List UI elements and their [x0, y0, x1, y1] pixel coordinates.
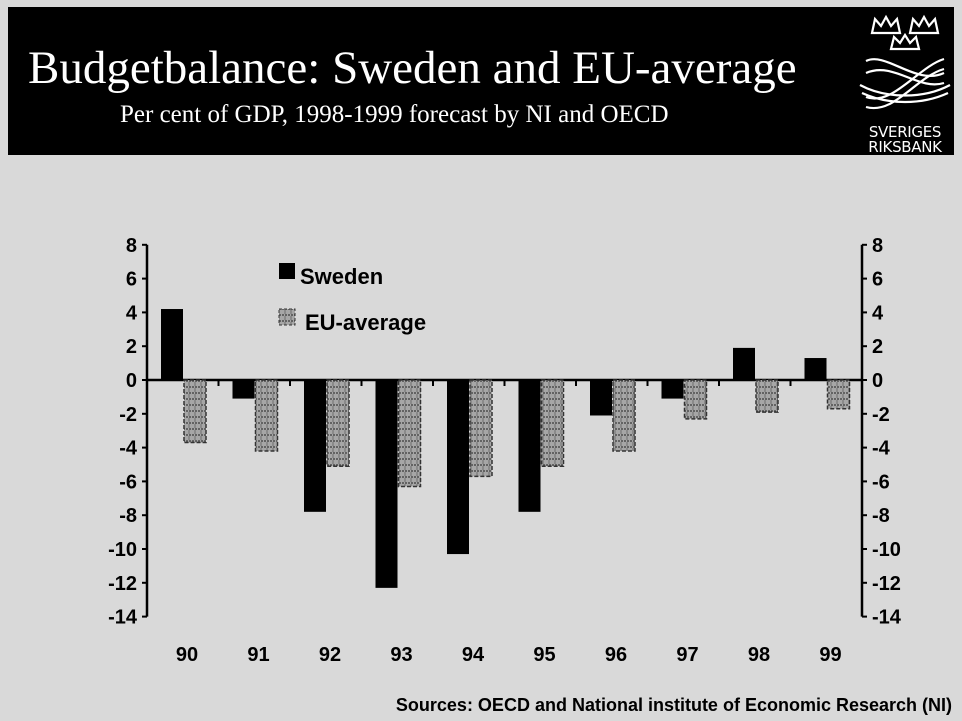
bar-eu-average-92	[326, 379, 350, 467]
bar-sweden-98	[733, 347, 755, 380]
y-tick-label-left: -2	[119, 404, 137, 426]
bar-eu-average-90	[183, 379, 207, 444]
y-tick-label-right: 6	[872, 269, 883, 291]
bar-sweden-99	[804, 358, 827, 380]
y-tick-label-left: -12	[108, 573, 137, 595]
chart-subtitle: Per cent of GDP, 1998-1999 forecast by N…	[120, 101, 669, 128]
x-tick-label: 96	[605, 644, 627, 666]
bar-sweden-95	[518, 380, 541, 512]
y-tick-label-right: -12	[872, 573, 901, 595]
chart-labels: 8 8 6 6 4 4 2 2 0 0 -2 -2 -4 -4 -6 -6 -8 -8 -10 -10 -12 -12 -1…	[108, 235, 902, 666]
bar-eu-average-93	[397, 379, 422, 488]
y-tick-label-right: 8	[872, 235, 883, 257]
bar-eu-average-98	[755, 379, 779, 413]
y-tick-label-left: 6	[126, 269, 137, 291]
legend-swatch-sweden	[279, 263, 295, 279]
y-tick-label-right: -4	[872, 438, 891, 460]
bar-eu-average-91	[254, 379, 279, 452]
x-tick-label: 99	[819, 644, 841, 666]
x-tick-label: 98	[748, 644, 770, 666]
bar-sweden-94	[447, 380, 469, 555]
y-tick-label-left: 4	[126, 302, 138, 324]
bar-sweden-97	[661, 380, 684, 399]
bar-eu-average-97	[683, 379, 708, 420]
source-note: Sources: OECD and National institute of …	[395, 695, 952, 715]
y-tick-label-left: 8	[126, 235, 137, 257]
header-banner: Budgetbalance: Sweden and EU-average Per…	[8, 7, 954, 155]
bar-eu-average-95	[540, 379, 565, 467]
chart-title: Budgetbalance: Sweden and EU-average	[28, 42, 797, 94]
y-tick-label-right: 4	[872, 302, 884, 324]
x-tick-label: 92	[319, 644, 341, 666]
legend-swatch-eu-average	[278, 308, 296, 326]
x-tick-label: 94	[462, 644, 485, 666]
y-tick-label-right: -2	[872, 404, 890, 426]
y-tick-label-left: -6	[119, 471, 137, 493]
legend-label-sweden: Sweden	[300, 264, 383, 289]
bar-eu-average-96	[612, 379, 636, 452]
bar-eu-average-99	[826, 379, 851, 410]
legend-label-eu-average: EU-average	[305, 310, 426, 335]
chart-legend: Sweden EU-average	[278, 263, 426, 335]
y-tick-label-left: -14	[108, 607, 138, 629]
y-tick-label-right: -8	[872, 505, 890, 527]
y-tick-label-left: -4	[119, 438, 138, 460]
x-tick-label: 97	[676, 644, 698, 666]
y-tick-label-right: -14	[872, 607, 902, 629]
x-tick-label: 91	[247, 644, 269, 666]
chart-bars	[161, 309, 851, 588]
logo-text-line1: SVERIGES	[868, 123, 942, 141]
riksbank-logo: SVERIGES RIKSBANK	[856, 11, 954, 155]
bar-sweden-92	[304, 380, 326, 512]
y-tick-label-left: 0	[126, 370, 137, 392]
logo-text-line2: RIKSBANK	[868, 138, 942, 156]
bar-sweden-93	[375, 380, 398, 588]
x-tick-label: 95	[533, 644, 555, 666]
bar-eu-average-94	[469, 379, 493, 478]
y-tick-label-left: -10	[108, 539, 137, 561]
x-tick-label: 90	[176, 644, 198, 666]
bar-sweden-91	[232, 380, 255, 399]
y-tick-label-right: -10	[872, 539, 901, 561]
y-tick-label-left: -8	[119, 505, 137, 527]
bar-sweden-96	[590, 380, 612, 416]
y-tick-label-left: 2	[126, 336, 137, 358]
crowned-crest-icon	[859, 14, 951, 110]
chart-axes	[142, 243, 867, 618]
x-tick-label: 93	[390, 644, 412, 666]
y-tick-label-right: -6	[872, 471, 890, 493]
bar-sweden-90	[161, 309, 183, 380]
y-tick-label-right: 2	[872, 336, 883, 358]
y-tick-label-right: 0	[872, 370, 883, 392]
